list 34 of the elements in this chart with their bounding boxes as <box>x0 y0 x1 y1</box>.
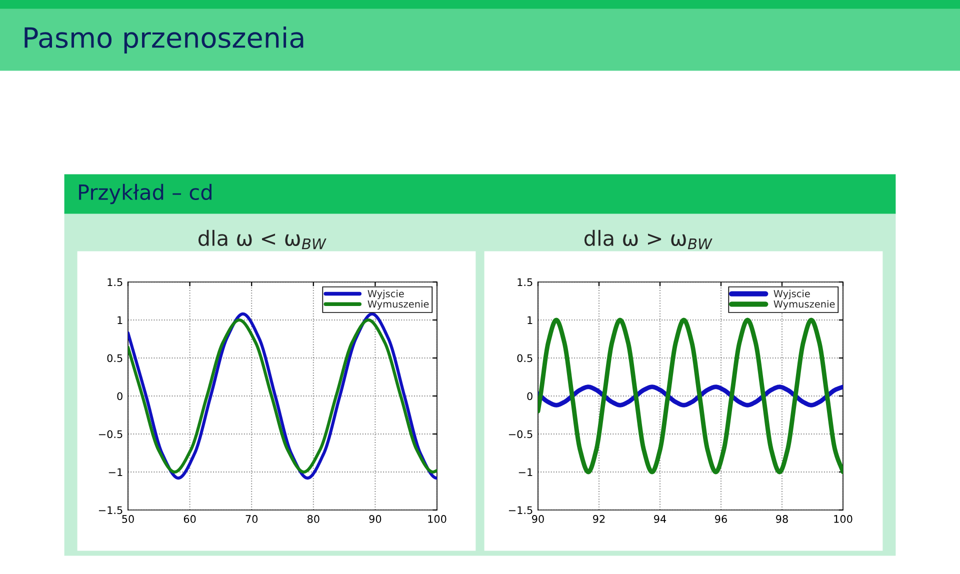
y-tick-label: −1 <box>518 468 532 476</box>
y-tick-label: 0 <box>117 392 122 400</box>
y-tick-label: 1 <box>528 316 532 324</box>
x-tick-label: 98 <box>776 515 788 523</box>
chart-title: dla ω < ω$_{BW}$ <box>198 230 326 250</box>
chart-title: dla ω > ω$_{BW}$ <box>584 230 712 250</box>
y-tick-label: 1.5 <box>108 278 122 286</box>
x-tick-label: 92 <box>593 515 605 523</box>
x-tick-label: 100 <box>428 515 446 523</box>
x-tick-label: 90 <box>369 515 382 523</box>
x-tick-label: 60 <box>184 515 196 523</box>
y-tick-label: 1 <box>118 316 122 324</box>
legend-label: Wymuszenie <box>774 300 835 310</box>
y-tick-label: 0 <box>527 392 532 400</box>
y-tick-label: −1.5 <box>508 506 532 514</box>
y-tick-label: −0.5 <box>508 430 532 438</box>
legend-label: Wyjscie <box>368 290 404 300</box>
y-tick-label: 0.5 <box>107 354 122 362</box>
x-tick-label: 90 <box>532 515 544 523</box>
x-tick-label: 100 <box>834 515 852 523</box>
x-tick-label: 80 <box>307 515 320 523</box>
x-tick-label: 70 <box>246 515 258 523</box>
y-tick-label: 0.5 <box>517 354 532 362</box>
x-tick-label: 96 <box>715 515 727 523</box>
y-tick-label: −1 <box>108 468 122 476</box>
y-tick-label: −0.5 <box>98 430 122 438</box>
y-tick-label: −1.5 <box>98 506 122 514</box>
text: Pasmo przenoszenia <box>24 26 304 54</box>
y-tick-label: 1.5 <box>518 278 532 286</box>
legend-label: Wymuszenie <box>368 300 429 310</box>
x-tick-label: 50 <box>122 515 134 523</box>
legend-label: Wyjscie <box>774 290 810 300</box>
text: Przykład – cd <box>79 184 212 204</box>
x-tick-label: 94 <box>654 515 666 523</box>
